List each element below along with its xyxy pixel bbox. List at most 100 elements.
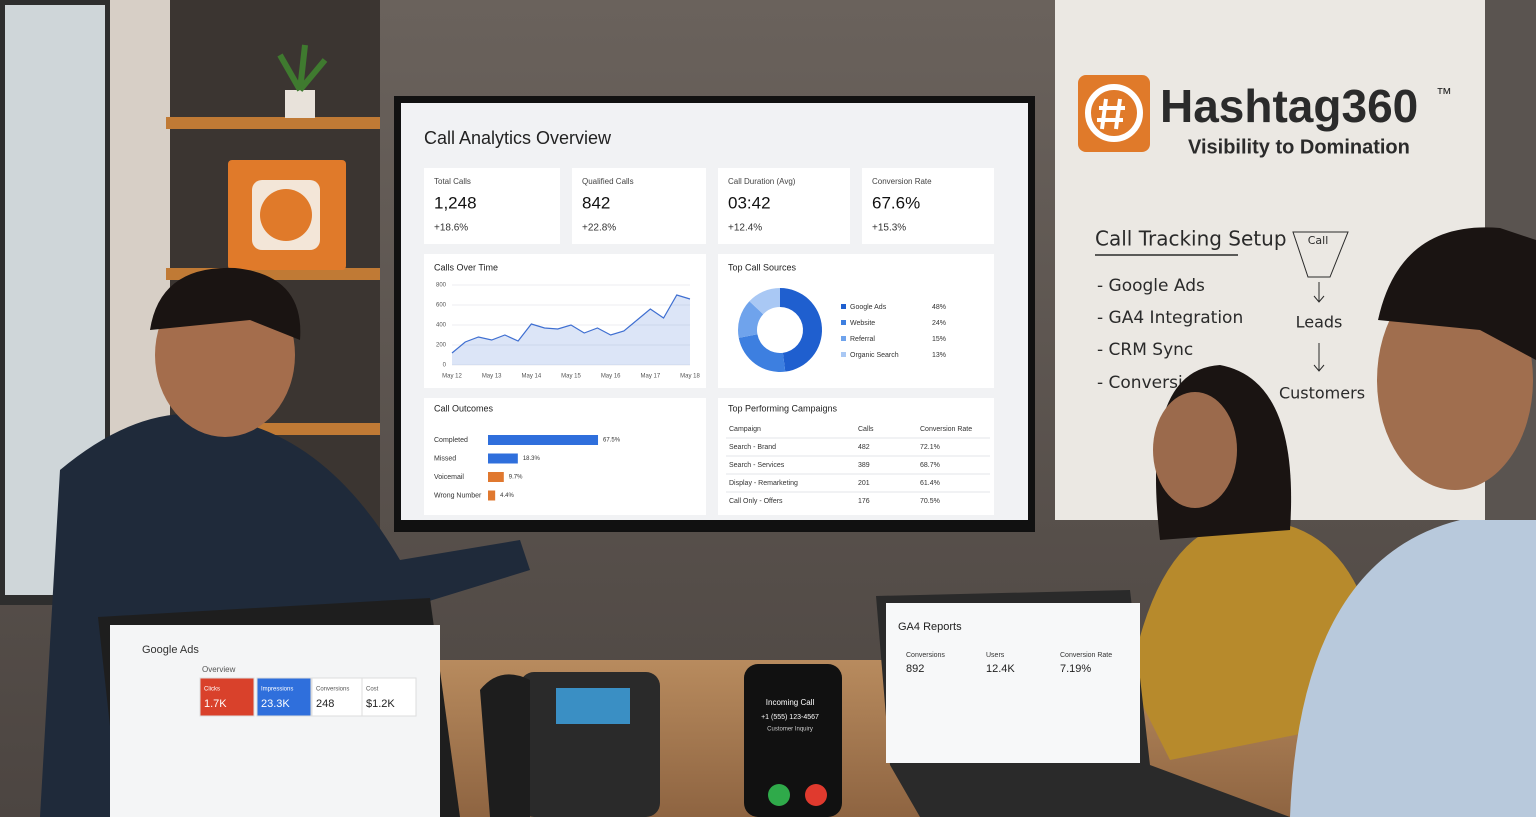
ad-card-value: 248	[316, 698, 334, 710]
brand-name: Hashtag360	[1160, 80, 1418, 132]
legend-swatch	[841, 336, 846, 341]
heading: Overview	[202, 665, 236, 674]
panel	[424, 398, 706, 515]
table-cell: 68.7%	[920, 462, 940, 469]
funnel-step: Call	[1308, 234, 1329, 247]
logo-icon-circle	[260, 189, 312, 241]
table-cell: 70.5%	[920, 498, 940, 505]
ad-card-value: $1.2K	[366, 698, 395, 710]
category-label: Voicemail	[434, 474, 464, 481]
ad-card-value: 23.3K	[261, 698, 290, 710]
mobile	[744, 664, 842, 817]
x-tick-label: May 12	[442, 374, 462, 380]
value-label: 24%	[932, 320, 946, 327]
kpi-value: 67.6%	[872, 193, 920, 212]
value-label: 13%	[932, 352, 946, 359]
desk-phone-screen	[556, 688, 630, 724]
category-label: Missed	[434, 455, 456, 462]
whiteboard-item: - CRM Sync	[1097, 340, 1193, 360]
kpi-row: Total Calls 1,248 +18.6% Qualified Calls 842…	[424, 168, 994, 244]
shelf	[166, 117, 380, 129]
table-cell: 482	[858, 444, 870, 451]
y-tick-label: 0	[443, 363, 447, 369]
line	[451, 294, 691, 354]
dashboard-title: Call Analytics Overview	[424, 128, 612, 148]
funnel-step: Leads	[1296, 313, 1343, 332]
pot	[285, 90, 315, 118]
funnel-step: Customers	[1279, 384, 1365, 403]
ga4-cards: Conversions 892 Users 12.4K Conversion Rate 7…	[906, 652, 1112, 675]
ad-card	[199, 677, 255, 717]
table-header: Calls	[858, 426, 874, 433]
brand-logo-ring	[1085, 84, 1143, 142]
x-tick-label: May 14	[521, 374, 541, 380]
brand-tagline: Visibility to Domination	[1188, 136, 1410, 158]
legend-label: Organic Search	[850, 352, 899, 359]
panel	[424, 254, 706, 388]
kpi-label: Qualified Calls	[582, 177, 634, 186]
donut-slice	[780, 288, 822, 372]
value-label: 4.4%	[500, 493, 514, 499]
funnel	[1292, 231, 1349, 278]
legend-label: Referral	[850, 336, 875, 343]
table-cell: Call Only - Offers	[729, 498, 783, 505]
x-tick-label: May 13	[482, 374, 502, 380]
category-label: Completed	[434, 437, 468, 444]
call-caption: Customer Inquiry	[767, 727, 813, 733]
person-right-body	[1290, 520, 1536, 817]
legend-swatch	[841, 320, 846, 325]
x-tick-label: May 16	[601, 374, 621, 380]
table-cell: Search - Brand	[729, 444, 776, 451]
accept-button[interactable]	[768, 784, 790, 806]
table-cell: Display - Remarketing	[729, 480, 798, 487]
ad-card	[256, 677, 312, 717]
ga4-card-value: 12.4K	[986, 663, 1015, 675]
x-tick-label: May 15	[561, 374, 581, 380]
ad-card-label: Conversions	[316, 687, 349, 693]
chart-title: Call Outcomes	[434, 403, 494, 413]
decline-button[interactable]	[805, 784, 827, 806]
call-title: Incoming Call	[766, 698, 815, 707]
bar	[488, 453, 518, 464]
kpi-card	[424, 168, 560, 244]
value-label: 15%	[932, 336, 946, 343]
laptop-right-screen	[886, 603, 1140, 763]
y-tick-label: 600	[436, 303, 447, 309]
kpi-card	[862, 168, 994, 244]
kpi-change: +12.4%	[728, 223, 762, 234]
ga4-card-label: Conversion Rate	[1060, 652, 1112, 659]
ad-card-label: Clicks	[204, 687, 220, 693]
kpi-change: +15.3%	[872, 223, 906, 234]
table-header: Campaign	[729, 426, 761, 433]
legend-swatch	[841, 304, 846, 309]
legend-label: Google Ads	[850, 304, 887, 311]
value-label: 48%	[932, 304, 946, 311]
table-title: Top Performing Campaigns	[728, 403, 838, 413]
donut-slice	[738, 301, 764, 338]
table-header: Conversion Rate	[920, 426, 972, 433]
legend-label: Website	[850, 320, 875, 327]
value-label: 9.7%	[509, 475, 523, 481]
chart-title: Top Call Sources	[728, 262, 797, 272]
ga4-card-label: Conversions	[906, 652, 945, 659]
arrow	[1313, 282, 1325, 372]
ad-card	[361, 677, 417, 717]
kpi-value: 03:42	[728, 193, 771, 212]
kpi-change: +18.6%	[434, 223, 468, 234]
kpi-card	[572, 168, 706, 244]
ad-cards: Clicks 1.7K Impressions 23.3K Conversions 248…	[199, 677, 417, 717]
ga4-card-label: Users	[986, 652, 1005, 659]
call-number: +1 (555) 123-4567	[761, 714, 819, 721]
person-left-hair	[150, 267, 301, 340]
legend-swatch	[841, 352, 846, 357]
donut-slice	[749, 288, 780, 315]
report-title: GA4 Reports	[898, 621, 962, 633]
person-middle-face	[1153, 392, 1237, 508]
kpi-change: +22.8%	[582, 223, 616, 234]
laptop-left-screen	[110, 625, 440, 817]
table-cell: 72.1%	[920, 444, 940, 451]
table-cell: 201	[858, 480, 870, 487]
whiteboard-item: - Google Ads	[1097, 276, 1205, 296]
